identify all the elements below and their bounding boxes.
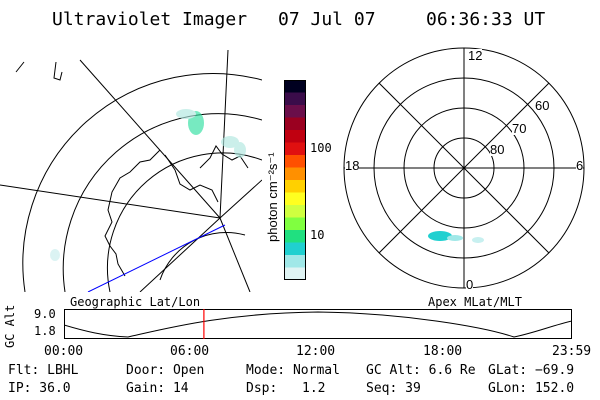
polar-mlat-mlt-plot — [343, 47, 585, 289]
status-filter: Flt: LBHL — [8, 363, 79, 378]
mlat-label-60: 60 — [535, 98, 550, 113]
status-ip: IP: 36.0 — [8, 381, 71, 396]
orbit-xtick-0600: 06:00 — [170, 344, 210, 359]
colorbar-tick-100: 100 — [310, 141, 332, 155]
mlat-label-80: 80 — [490, 142, 505, 157]
orbit-altitude-plot — [64, 309, 572, 339]
orbit-xtick-2359: 23:59 — [552, 344, 592, 359]
geographic-label: Geographic Lat/Lon — [70, 295, 201, 309]
colorbar-band — [284, 80, 306, 93]
lat-arc — [62, 113, 262, 292]
orbit-xtick-1800: 18:00 — [423, 344, 463, 359]
status-mode: Mode: Normal — [246, 363, 340, 378]
status-gc-alt: GC Alt: 6.6 Re — [366, 363, 476, 378]
colorbar-band — [284, 130, 306, 143]
lat-arc — [22, 73, 262, 292]
instrument-title: Ultraviolet Imager — [52, 9, 248, 30]
status-glat: GLat: −69.9 — [488, 363, 575, 378]
mlat-label-70: 70 — [512, 121, 527, 136]
lat-arc — [106, 152, 262, 292]
altitude-curve — [64, 311, 572, 338]
orbit-ymax: 9.0 — [34, 307, 56, 321]
orbit-track — [87, 224, 226, 292]
colorbar-unit-label: photon cm⁻²s⁻¹ — [265, 152, 280, 242]
orbit-ymin: 1.8 — [34, 324, 56, 338]
time-label: 06:36:33 UT — [426, 9, 546, 30]
mlt-label-12: 12 — [468, 48, 483, 63]
colorbar-band — [284, 230, 306, 243]
aurora-emission-polar — [428, 231, 484, 243]
apex-label: Apex MLat/MLT — [428, 295, 522, 309]
colorbar-band — [284, 92, 306, 106]
mlt-label-6: 6 — [576, 158, 584, 173]
orbit-xtick-1200: 12:00 — [296, 344, 336, 359]
colorbar-band — [284, 255, 306, 268]
status-gain: Gain: 14 — [126, 381, 189, 396]
status-dsp-value: 1.2 — [302, 381, 326, 396]
colorbar-band — [284, 205, 306, 218]
mlt-label-18: 18 — [345, 158, 360, 173]
status-dsp-label: Dsp: — [246, 381, 278, 396]
colorbar-band — [284, 192, 306, 206]
colorbar-band — [284, 117, 306, 131]
status-door: Door: Open — [126, 363, 205, 378]
aurora-emission — [50, 109, 246, 261]
colorbar-band — [284, 267, 306, 280]
lat-arc — [159, 231, 246, 281]
colorbar-band — [284, 167, 306, 181]
colorbar-band — [284, 242, 306, 256]
date-label: 07 Jul 07 — [278, 9, 376, 30]
geographic-map — [0, 50, 262, 292]
status-seq: Seq: 39 — [366, 381, 421, 396]
colorbar — [284, 80, 306, 280]
colorbar-band — [284, 217, 306, 231]
colorbar-band — [284, 142, 306, 156]
colorbar-band — [284, 155, 306, 168]
orbit-xtick-0000: 00:00 — [44, 344, 84, 359]
colorbar-tick-10: 10 — [310, 228, 325, 242]
orbit-axis-label: GC Alt — [3, 304, 17, 348]
colorbar-band — [284, 180, 306, 193]
mlt-label-0: 0 — [466, 277, 474, 292]
colorbar-band — [284, 105, 306, 118]
status-glon: GLon: 152.0 — [488, 381, 575, 396]
